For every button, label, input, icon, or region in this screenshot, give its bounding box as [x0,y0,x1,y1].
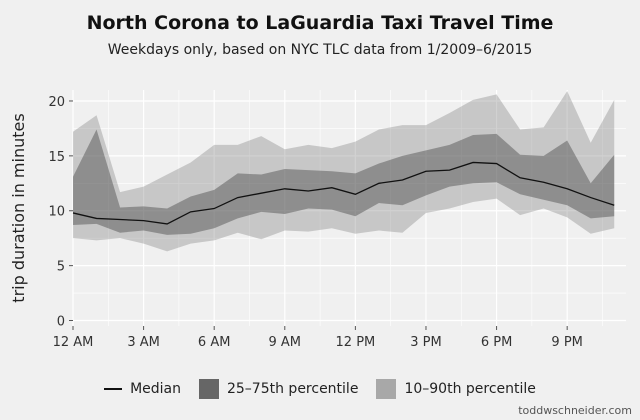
legend-key [104,388,123,390]
legend-label: Median [130,381,181,397]
legend-label: 10–90th percentile [404,381,536,397]
band-10-90-percentile [73,91,615,252]
x-tick-label: 12 AM [53,335,94,350]
chart-title: North Corona to LaGuardia Taxi Travel Ti… [86,12,554,34]
legend-label: 25–75th percentile [226,381,359,397]
chart-subtitle: Weekdays only, based on NYC TLC data fro… [107,42,533,58]
y-axis-title: trip duration in minutes [9,113,28,302]
legend-item: 25–75th percentile [198,379,359,399]
source-credit: toddwschneider.com [518,404,632,417]
median-line [72,161,615,225]
legend-item: Median [104,381,181,397]
y-tick-label: 5 [57,260,65,275]
legend-key [376,379,397,399]
y-tick-label: 20 [48,95,65,110]
y-tick-label: 0 [57,315,65,330]
x-tick-label: 12 PM [336,335,376,350]
band-25-75-percentile [73,129,615,235]
x-tick-label: 6 PM [481,335,512,350]
x-tick-label: 9 AM [269,335,302,350]
plot-panel [73,90,626,326]
legend-key [198,379,219,399]
x-tick-label: 3 AM [127,335,160,350]
x-tick-label: 9 PM [551,335,582,350]
legend-item: 10–90th percentile [376,379,536,399]
legend: Median 25–75th percentile 10–90th percenti… [0,379,640,399]
x-tick-label: 6 AM [198,335,231,350]
y-tick-label: 10 [48,205,65,220]
x-tick-label: 3 PM [410,335,441,350]
y-tick-label: 15 [48,150,65,165]
